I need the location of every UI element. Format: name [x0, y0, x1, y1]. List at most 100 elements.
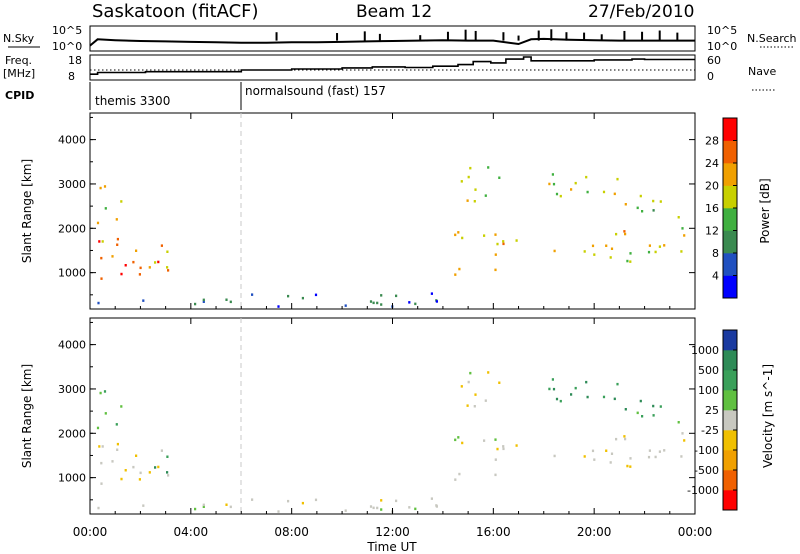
power-cell	[602, 190, 606, 194]
power-cell	[157, 260, 160, 264]
velocity-colorbar-swatch	[723, 450, 737, 471]
power-cell	[96, 221, 100, 225]
power-cell	[658, 245, 661, 248]
velocity-cell	[483, 439, 486, 442]
velocity-cell	[502, 447, 505, 451]
velocity-colorbar-swatch	[723, 350, 737, 371]
velocity-colorbar-swatch	[723, 370, 737, 391]
nave-tick-bottom: 0	[707, 70, 714, 83]
velocity-cell	[111, 460, 114, 463]
velocity-cell	[97, 506, 100, 510]
noise-tick-right-bottom: 10^0	[707, 40, 737, 53]
velocity-cell	[104, 412, 107, 415]
velocity-cell	[166, 455, 169, 458]
velocity-cell	[570, 393, 573, 396]
velocity-cell	[494, 473, 497, 477]
power-colorbar-tick-label: 20	[705, 180, 719, 193]
power-cell	[202, 300, 205, 303]
power-cell	[681, 227, 684, 230]
velocity-cell	[430, 497, 433, 500]
velocity-cell	[376, 506, 379, 510]
power-cell	[496, 242, 499, 246]
velocity-cell	[369, 505, 373, 508]
power-cell	[154, 261, 157, 264]
velocity-cell	[559, 399, 562, 403]
velocity-cell	[454, 478, 457, 481]
power-cell	[430, 292, 433, 295]
velocity-cell	[380, 499, 383, 502]
power-colorbar-swatch	[723, 275, 737, 299]
velocity-cell	[103, 390, 107, 393]
power-cell	[120, 200, 123, 203]
power-cell	[166, 250, 169, 253]
power-cell	[586, 190, 589, 194]
power-cell	[615, 232, 618, 236]
power-cell	[116, 243, 119, 246]
power-cell	[555, 192, 559, 196]
velocity-cell	[458, 472, 461, 476]
power-cell	[515, 239, 518, 242]
power-cell	[229, 300, 232, 304]
velocity-cell	[99, 391, 102, 395]
noise-tick-left-top: 10^5	[52, 24, 82, 37]
date-title: 27/Feb/2010	[588, 2, 694, 22]
velocity-cell	[586, 395, 589, 399]
velocity-colorbar-swatch	[723, 470, 737, 491]
power-panel: 1000 2000 3000 4000 Slant Range [km] 4 8 12 16…	[20, 112, 772, 310]
power-cell	[683, 234, 686, 237]
velocity-cell	[466, 404, 469, 407]
power-cell	[99, 186, 102, 190]
power-cell	[380, 303, 383, 306]
power-cell	[466, 199, 469, 202]
velocity-colorbar-tick-label: 1000	[691, 344, 719, 357]
cpid-segment-2: normalsound (fast) 157	[245, 84, 386, 98]
velocity-colorbar-swatch	[723, 410, 737, 431]
velocity-cell	[460, 385, 463, 388]
power-cell	[639, 194, 642, 198]
velocity-cell	[277, 510, 280, 513]
power-cell	[636, 206, 639, 210]
power-cell	[574, 181, 577, 185]
velocity-cell	[166, 471, 169, 474]
power-cell	[458, 267, 461, 271]
power-cell	[652, 209, 655, 212]
velocity-cell	[647, 455, 651, 459]
velocity-cell	[473, 405, 476, 408]
power-cell	[591, 244, 595, 248]
power-colorbar-swatch	[723, 230, 737, 254]
velocity-cell	[124, 469, 127, 472]
velocity-cell	[461, 441, 464, 445]
power-colorbar-swatch	[723, 140, 737, 164]
velocity-colorbar-tick-label: -500	[694, 464, 719, 477]
ytick-label: 1000	[58, 472, 86, 485]
site-title: Saskatoon (fitACF)	[92, 1, 259, 22]
velocity-cell	[591, 449, 595, 453]
velocity-cell	[683, 439, 686, 442]
power-cell	[593, 253, 596, 256]
velocity-cell	[613, 397, 616, 401]
velocity-colorbar-tick-label: -100	[694, 444, 719, 457]
power-cell	[570, 188, 573, 191]
velocity-cell	[314, 498, 318, 502]
beam-title: Beam 12	[356, 2, 432, 22]
velocity-cell	[494, 438, 497, 441]
velocity-cell	[120, 477, 123, 481]
velocity-colorbar: -1000 -500 -100 -25 25 100 500 1000	[687, 329, 738, 511]
velocity-cell	[135, 454, 138, 457]
velocity-cell	[100, 461, 103, 465]
power-cell	[104, 207, 107, 210]
power-cell	[435, 300, 438, 303]
velocity-cell	[652, 414, 655, 417]
power-cell	[680, 250, 683, 253]
power-cell	[494, 253, 497, 256]
power-cell	[202, 298, 205, 302]
power-cell	[225, 298, 228, 301]
power-cell	[408, 301, 411, 304]
ytick-label: 4000	[58, 339, 86, 352]
power-colorbar-tick-label: 12	[705, 225, 719, 238]
velocity-yaxis: 1000 2000 3000 4000	[58, 321, 695, 501]
power-cell	[100, 277, 103, 280]
power-cell	[502, 240, 505, 243]
power-cell	[487, 166, 490, 169]
velocity-cell	[372, 506, 375, 510]
